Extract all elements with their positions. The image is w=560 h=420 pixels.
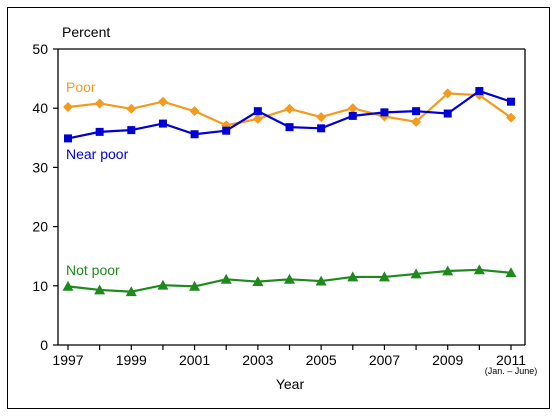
x-tick-label: 2007 — [369, 352, 400, 368]
data-point — [157, 96, 168, 107]
axes: 0 10 20 30 40 50 1997 1999 2001 2003 2005 2007 2009 2… — [32, 41, 526, 368]
data-point — [378, 271, 390, 282]
x-axis-note: (Jan. – June) — [485, 366, 538, 376]
x-tick-label: 2003 — [242, 352, 273, 368]
data-point — [507, 97, 515, 106]
y-axis-title: Percent — [62, 24, 110, 40]
x-tick-label: 2001 — [179, 352, 210, 368]
series-label: Poor — [66, 79, 96, 95]
data-point — [252, 113, 263, 124]
x-axis-title: Year — [276, 376, 305, 392]
y-tick-label: 30 — [32, 159, 48, 175]
x-tick-label: 2005 — [306, 352, 337, 368]
series-poor: Poor — [63, 79, 516, 131]
data-point — [410, 268, 422, 279]
data-point — [348, 111, 357, 120]
data-point — [127, 126, 136, 135]
data-point — [347, 103, 358, 114]
data-point — [380, 108, 389, 117]
series-layer: Poor Near poor Not poor — [62, 79, 517, 297]
x-tick-label: 2009 — [432, 352, 463, 368]
data-point — [64, 134, 72, 143]
data-point — [506, 112, 516, 123]
y-tick-label: 0 — [40, 337, 48, 353]
data-point — [253, 107, 262, 116]
data-point — [157, 279, 169, 290]
data-point — [442, 88, 453, 99]
y-tick-label: 20 — [32, 219, 48, 235]
data-point — [285, 123, 294, 132]
x-tick-label: 1997 — [52, 352, 83, 368]
y-tick-label: 50 — [32, 41, 48, 57]
data-point — [158, 119, 167, 128]
data-point — [126, 103, 137, 114]
data-point — [94, 98, 105, 109]
data-point — [284, 103, 295, 114]
data-point — [189, 106, 200, 117]
data-point — [347, 271, 359, 282]
x-tick-label: 2011 — [496, 352, 526, 368]
data-point — [443, 109, 452, 118]
series-near-poor: Near poor — [64, 87, 515, 162]
series-label: Near poor — [66, 146, 129, 162]
data-point — [220, 273, 232, 284]
data-point — [62, 280, 74, 291]
data-point — [316, 112, 327, 123]
data-point — [252, 276, 264, 287]
data-point — [190, 130, 199, 139]
y-tick-label: 40 — [32, 100, 48, 116]
data-point — [125, 286, 137, 297]
data-point — [505, 267, 517, 278]
data-point — [442, 265, 454, 276]
data-point — [189, 280, 201, 291]
chart-frame — [7, 7, 550, 409]
data-point — [94, 284, 106, 295]
data-point — [473, 264, 485, 275]
data-point — [317, 124, 326, 133]
series-label: Not poor — [66, 262, 120, 278]
series-not-poor: Not poor — [62, 262, 517, 297]
data-point — [284, 273, 295, 284]
data-point — [315, 275, 327, 286]
data-point — [222, 126, 231, 135]
data-point — [95, 127, 104, 136]
x-tick-label: 1999 — [116, 352, 147, 368]
data-point — [411, 116, 422, 127]
data-point — [475, 87, 484, 96]
data-point — [412, 107, 421, 116]
data-point — [63, 102, 73, 113]
y-tick-label: 10 — [32, 278, 48, 294]
